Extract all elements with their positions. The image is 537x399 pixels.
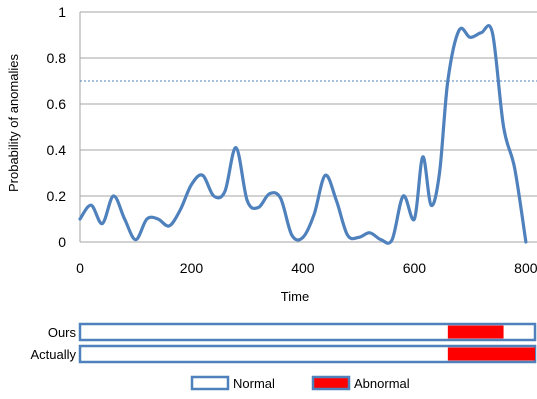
gridlines bbox=[79, 11, 537, 243]
x-tick-label: 400 bbox=[291, 260, 315, 276]
series-line bbox=[78, 23, 528, 245]
legend-label: Normal bbox=[233, 376, 275, 391]
timeline-row-label: Actually bbox=[30, 347, 76, 362]
legend-swatch bbox=[311, 375, 351, 391]
legend-swatch bbox=[190, 375, 230, 391]
x-tick-label: 800 bbox=[514, 260, 537, 276]
y-tick-labels: 0 0.2 0.4 0.6 0.8 1 bbox=[47, 4, 67, 250]
x-tick-label: 0 bbox=[76, 260, 84, 276]
y-tick-label: 0.4 bbox=[47, 142, 67, 158]
timeline-abnormal-segment bbox=[447, 325, 504, 339]
timeline-row-label: Ours bbox=[48, 325, 77, 340]
y-tick-label: 0.8 bbox=[47, 50, 67, 66]
timeline-legend: Normal Abnormal bbox=[190, 375, 410, 391]
y-tick-label: 0.6 bbox=[47, 96, 67, 112]
y-axis-label: Probability of anomalies bbox=[6, 53, 21, 192]
y-tick-label: 1 bbox=[58, 4, 66, 20]
x-axis-label: Time bbox=[281, 289, 309, 304]
x-tick-label: 600 bbox=[403, 260, 427, 276]
y-tick-label: 0 bbox=[58, 234, 66, 250]
legend-label: Abnormal bbox=[354, 376, 410, 391]
detection-timeline: Ours Actually bbox=[30, 322, 537, 364]
y-tick-label: 0.2 bbox=[47, 188, 67, 204]
timeline-row-bar bbox=[78, 322, 537, 342]
x-tick-labels: 0 200 400 600 800 bbox=[76, 260, 537, 276]
x-tick-label: 200 bbox=[180, 260, 204, 276]
timeline-abnormal-segment bbox=[447, 347, 535, 361]
